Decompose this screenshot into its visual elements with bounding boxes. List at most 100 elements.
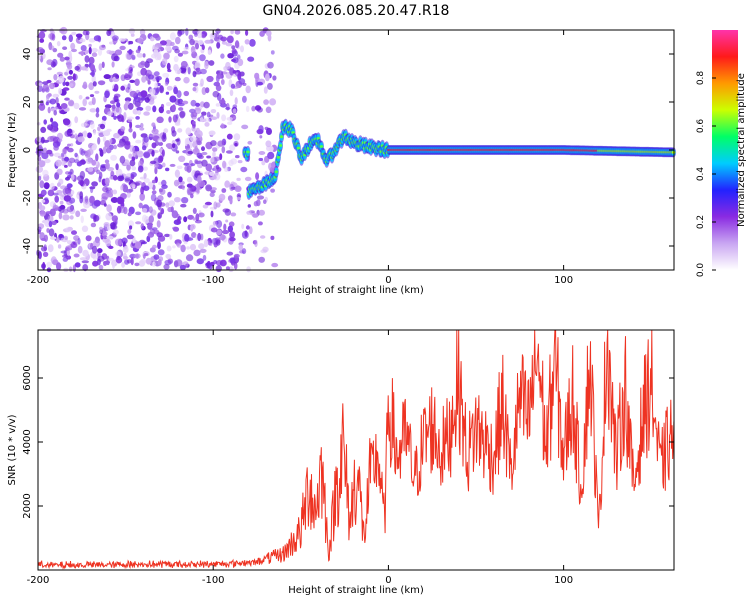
heatmap-noise-cell bbox=[161, 134, 167, 143]
heatmap-noise-cell bbox=[183, 90, 190, 97]
heatmap-noise-cell bbox=[172, 226, 178, 230]
heatmap-noise-cell bbox=[53, 110, 57, 116]
heatmap-noise-cell bbox=[46, 59, 54, 66]
heatmap-noise-cell bbox=[212, 175, 217, 180]
heatmap-noise-cell bbox=[130, 257, 134, 266]
heatmap-noise-cell bbox=[123, 103, 129, 111]
colorbar-tick-label: 0.4 bbox=[696, 167, 706, 182]
heatmap-noise-cell bbox=[135, 211, 142, 216]
heatmap-noise-cell bbox=[92, 245, 98, 254]
heatmap-noise-cell bbox=[140, 60, 146, 66]
heatmap-noise-cell bbox=[90, 121, 95, 130]
heatmap-noise-cell bbox=[190, 163, 196, 167]
heatmap-noise-cell bbox=[71, 31, 77, 36]
heatmap-noise-cell bbox=[143, 185, 150, 191]
heatmap-noise-cell bbox=[249, 39, 256, 47]
heatmap-noise-cell bbox=[64, 164, 68, 168]
heatmap-noise-cell bbox=[97, 255, 105, 262]
heatmap-noise-cell bbox=[87, 132, 92, 139]
heatmap-noise-cell bbox=[85, 149, 92, 158]
heatmap-noise-cell bbox=[62, 208, 69, 214]
heatmap-noise-cell bbox=[152, 244, 157, 249]
heatmap-noise-cell bbox=[78, 95, 83, 100]
heatmap-noise-cell bbox=[144, 97, 150, 103]
heatmap-noise-cell bbox=[69, 83, 74, 88]
heatmap-noise-cell bbox=[270, 235, 275, 240]
heatmap-noise-cell bbox=[204, 61, 209, 70]
heatmap-noise-cell bbox=[201, 44, 205, 51]
heatmap-noise-cell bbox=[192, 207, 197, 214]
heatmap-noise-cell bbox=[171, 210, 179, 219]
heatmap-noise-cell bbox=[149, 247, 156, 253]
heatmap-noise-cell bbox=[102, 146, 107, 154]
heatmap-noise-cell bbox=[48, 228, 55, 237]
heatmap-noise-cell bbox=[56, 262, 62, 271]
heatmap-noise-cell bbox=[48, 220, 53, 228]
heatmap-noise-cell bbox=[238, 244, 243, 251]
heatmap-noise-cell bbox=[209, 156, 215, 163]
heatmap-noise-cell bbox=[68, 197, 76, 204]
heatmap-noise-cell bbox=[242, 95, 247, 103]
heatmap-noise-cell bbox=[91, 52, 98, 57]
heatmap-noise-cell bbox=[165, 45, 172, 52]
heatmap-noise-cell bbox=[202, 254, 207, 261]
heatmap-noise-cell bbox=[67, 143, 71, 147]
figure-title: GN04.2026.085.20.47.R18 bbox=[263, 3, 450, 19]
heatmap-noise-cell bbox=[112, 35, 119, 41]
heatmap-noise-cell bbox=[149, 95, 155, 100]
heatmap-noise-cell bbox=[256, 195, 265, 200]
heatmap-noise-cell bbox=[157, 249, 165, 256]
heatmap-noise-cell bbox=[46, 228, 50, 233]
heatmap-noise-cell bbox=[101, 231, 108, 237]
heatmap-noise-cell bbox=[88, 43, 92, 48]
heatmap-noise-cell bbox=[97, 80, 106, 86]
heatmap-noise-cell bbox=[249, 226, 253, 235]
heatmap-noise-cell bbox=[207, 49, 212, 55]
heatmap-noise-cell bbox=[52, 136, 60, 144]
heatmap-noise-cell bbox=[99, 123, 106, 130]
y-tick-label: 0 bbox=[22, 147, 33, 153]
heatmap-noise-cell bbox=[52, 93, 60, 98]
heatmap-noise-cell bbox=[187, 214, 195, 220]
heatmap-noise-cell bbox=[112, 260, 115, 269]
heatmap-noise-cell bbox=[257, 221, 263, 226]
heatmap-noise-cell bbox=[221, 114, 227, 122]
heatmap-noise-cell bbox=[224, 167, 229, 172]
heatmap-noise-cell bbox=[213, 201, 218, 210]
heatmap-noise-cell bbox=[138, 260, 146, 267]
heatmap-noise-cell bbox=[271, 262, 279, 268]
heatmap-noise-cell bbox=[196, 258, 204, 265]
heatmap-noise-cell bbox=[205, 184, 213, 192]
heatmap-noise-cell bbox=[102, 186, 109, 193]
heatmap-noise-cell bbox=[154, 163, 159, 169]
heatmap-noise-cell bbox=[37, 145, 43, 150]
heatmap-noise-cell bbox=[252, 213, 259, 218]
heatmap-noise-cell bbox=[192, 217, 196, 221]
heatmap-noise-cell bbox=[61, 35, 67, 41]
heatmap-noise-cell bbox=[143, 136, 149, 143]
heatmap-noise-cell bbox=[105, 212, 112, 221]
heatmap-noise-cell bbox=[221, 188, 227, 193]
heatmap-noise-cell bbox=[223, 66, 228, 71]
heatmap-noise-cell bbox=[113, 175, 118, 181]
heatmap-noise-cell bbox=[215, 103, 221, 107]
heatmap-noise-cell bbox=[92, 167, 99, 172]
heatmap-noise-cell bbox=[85, 96, 90, 100]
heatmap-noise-cell bbox=[186, 176, 193, 183]
heatmap-noise-cell bbox=[234, 40, 240, 49]
heatmap-noise-cell bbox=[153, 48, 159, 58]
spectrogram-x-axis: -200 -100 0 100 bbox=[27, 30, 573, 286]
heatmap-noise-cell bbox=[184, 138, 188, 147]
heatmap-noise-cell bbox=[145, 105, 152, 112]
heatmap-noise-cell bbox=[106, 128, 112, 132]
heatmap-noise-cell bbox=[42, 251, 49, 257]
heatmap-noise-cell bbox=[147, 74, 155, 80]
heatmap-noise-cell bbox=[174, 169, 180, 178]
heatmap-noise-cell bbox=[177, 103, 185, 107]
heatmap-noise-cell bbox=[164, 259, 172, 266]
heatmap-noise-cell bbox=[152, 105, 157, 113]
heatmap-noise-cell bbox=[75, 210, 81, 218]
heatmap-noise-cell bbox=[58, 211, 63, 220]
heatmap-noise-cell bbox=[216, 81, 220, 87]
heatmap-noise-cell bbox=[201, 146, 205, 152]
